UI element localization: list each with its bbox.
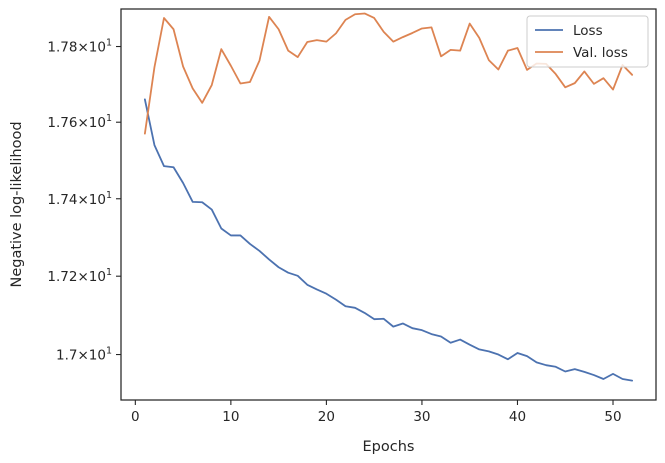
legend-label: Loss bbox=[573, 23, 603, 39]
x-tick-label: 40 bbox=[509, 409, 526, 425]
x-tick-label: 0 bbox=[131, 409, 140, 425]
y-axis-label: Negative log-likelihood bbox=[9, 121, 25, 287]
x-axis: 0 10 20 30 40 50 bbox=[131, 400, 622, 425]
legend: Loss Val. loss bbox=[526, 15, 649, 68]
x-tick-label: 50 bbox=[604, 409, 621, 425]
x-tick-label: 20 bbox=[318, 409, 335, 425]
series-line-2 bbox=[143, 12, 634, 135]
y-axis: 1.7×101 1.72×101 1.74×101 1.76×101 1.78×101 bbox=[47, 38, 121, 364]
x-axis-label: Epochs bbox=[363, 439, 415, 455]
y-tick-label: 1.76×101 bbox=[47, 113, 112, 131]
y-tick-label: 1.7×101 bbox=[56, 346, 112, 364]
legend-label: Val. loss bbox=[573, 45, 628, 61]
legend-box bbox=[526, 15, 649, 68]
series-layer bbox=[143, 12, 634, 382]
y-tick-label: 1.78×101 bbox=[47, 38, 112, 56]
x-tick-label: 30 bbox=[413, 409, 430, 425]
y-tick-label: 1.72×101 bbox=[47, 267, 112, 285]
x-tick-label: 10 bbox=[222, 409, 239, 425]
y-tick-label: 1.74×101 bbox=[47, 190, 112, 208]
plot-frame bbox=[120, 8, 657, 401]
series-line-1 bbox=[143, 98, 634, 382]
